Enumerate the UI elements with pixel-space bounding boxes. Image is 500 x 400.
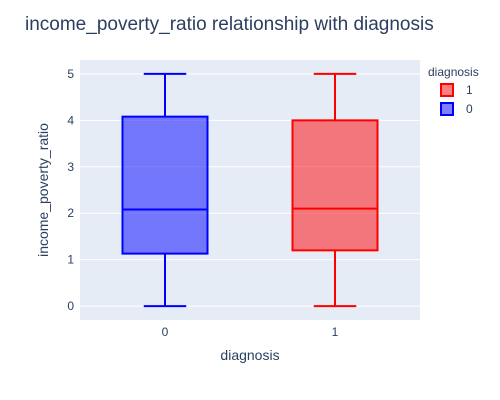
legend-item-1[interactable]: 1 (440, 83, 473, 97)
x-tick-label: 1 (332, 325, 339, 339)
legend-swatch (440, 83, 454, 97)
y-axis-title: income_poverty_ratio (35, 123, 51, 257)
legend-item-0[interactable]: 0 (440, 102, 473, 116)
y-tick-label: 5 (67, 67, 74, 81)
iqr-box (121, 115, 209, 255)
y-tick-label: 0 (67, 299, 74, 313)
y-ticks: 0 1 2 3 4 5 (67, 67, 74, 313)
legend-label: 0 (466, 102, 473, 116)
box-0[interactable] (121, 72, 209, 308)
legend-label: 1 (466, 83, 473, 97)
boxes (121, 72, 379, 308)
x-tick-label: 0 (162, 325, 169, 339)
legend[interactable]: diagnosis 1 0 (428, 65, 479, 116)
y-tick-label: 1 (67, 253, 74, 267)
iqr-box (291, 119, 379, 252)
x-axis-title: diagnosis (220, 347, 279, 363)
legend-title: diagnosis (428, 65, 479, 79)
y-tick-label: 3 (67, 160, 74, 174)
y-tick-label: 2 (67, 206, 74, 220)
chart-title: income_poverty_ratio relationship with d… (25, 14, 434, 35)
y-tick-label: 4 (67, 113, 74, 127)
box-1[interactable] (291, 72, 379, 308)
legend-swatch (440, 102, 454, 116)
